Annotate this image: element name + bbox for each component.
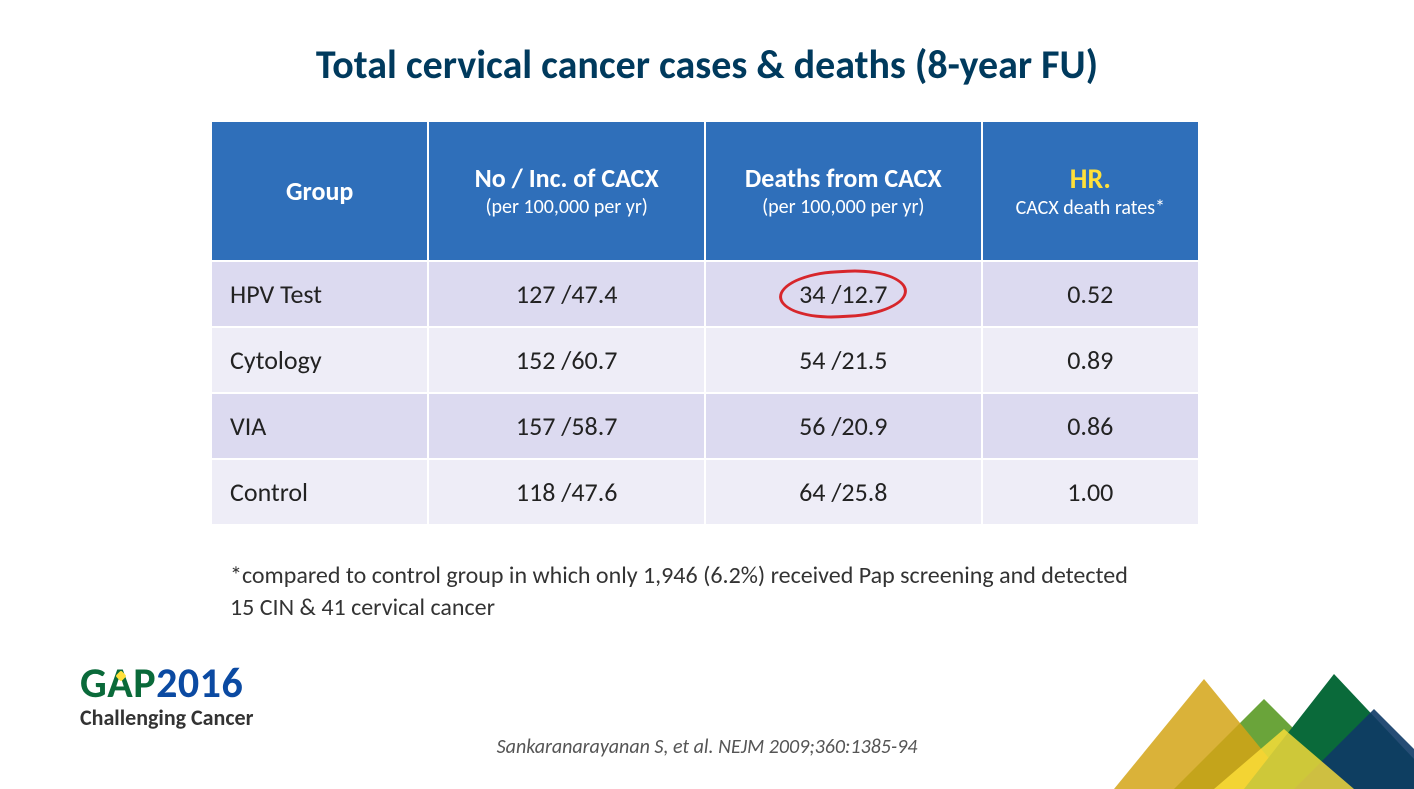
th-group-label: Group [286,175,353,207]
event-logo: GAP2016 Challenging Cancer [80,662,253,729]
data-table: Group No / Inc. of CACX (per 100,000 per… [210,120,1200,526]
th-hr: HR. CACX death rates* [982,121,1199,261]
footnote-text: *compared to control group in which only… [230,560,1130,625]
th-group: Group [211,121,428,261]
cell-inc: 157 /58.7 [428,393,705,459]
slide-title: Total cervical cancer cases & deaths (8-… [0,40,1414,89]
cell-inc: 118 /47.6 [428,459,705,525]
th-inc: No / Inc. of CACX (per 100,000 per yr) [428,121,705,261]
cell-deaths: 64 /25.8 [705,459,982,525]
cell-inc: 152 /60.7 [428,327,705,393]
logo-tagline: Challenging Cancer [80,706,253,729]
cell-hr: 1.00 [982,459,1199,525]
cell-deaths: 56 /20.9 [705,393,982,459]
table-body: HPV Test127 /47.434 /12.70.52Cytology152… [211,261,1199,525]
cell-hr: 0.86 [982,393,1199,459]
cell-hr: 0.52 [982,261,1199,327]
th-hr-sub: CACX death rates* [993,196,1188,221]
cell-group: Control [211,459,428,525]
logo-line1: GAP2016 [80,662,253,706]
citation-text: Sankaranarayanan S, et al. NEJM 2009;360… [0,735,1414,759]
table-row: HPV Test127 /47.4 34 /12.7 0.52 [211,261,1199,327]
logo-letter-p: P [133,658,156,709]
cell-hr: 0.89 [982,327,1199,393]
th-deaths-label: Deaths from CACX [745,162,942,194]
th-inc-sub: (per 100,000 per yr) [439,195,694,220]
table-row: Control118 /47.664 /25.81.00 [211,459,1199,525]
table-row: Cytology152 /60.754 /21.50.89 [211,327,1199,393]
slide: Total cervical cancer cases & deaths (8-… [0,0,1414,789]
table-row: VIA157 /58.756 /20.90.86 [211,393,1199,459]
highlight-circle: 34 /12.7 [785,276,901,312]
th-deaths-sub: (per 100,000 per yr) [716,195,971,220]
th-deaths: Deaths from CACX (per 100,000 per yr) [705,121,982,261]
logo-letter-a: A [107,658,133,709]
th-hr-label: HR. [1070,161,1111,196]
table-head: Group No / Inc. of CACX (per 100,000 per… [211,121,1199,261]
cell-group: Cytology [211,327,428,393]
logo-year: 2016 [156,658,243,709]
deco-shape [1244,674,1414,789]
header-row: Group No / Inc. of CACX (per 100,000 per… [211,121,1199,261]
cell-deaths: 34 /12.7 [705,261,982,327]
cell-inc: 127 /47.4 [428,261,705,327]
deco-shape [1114,679,1294,789]
corner-decoration [1054,619,1414,789]
th-inc-label: No / Inc. of CACX [475,162,659,194]
logo-letter-g: G [80,658,107,709]
cell-group: HPV Test [211,261,428,327]
cell-group: VIA [211,393,428,459]
cell-deaths: 54 /21.5 [705,327,982,393]
